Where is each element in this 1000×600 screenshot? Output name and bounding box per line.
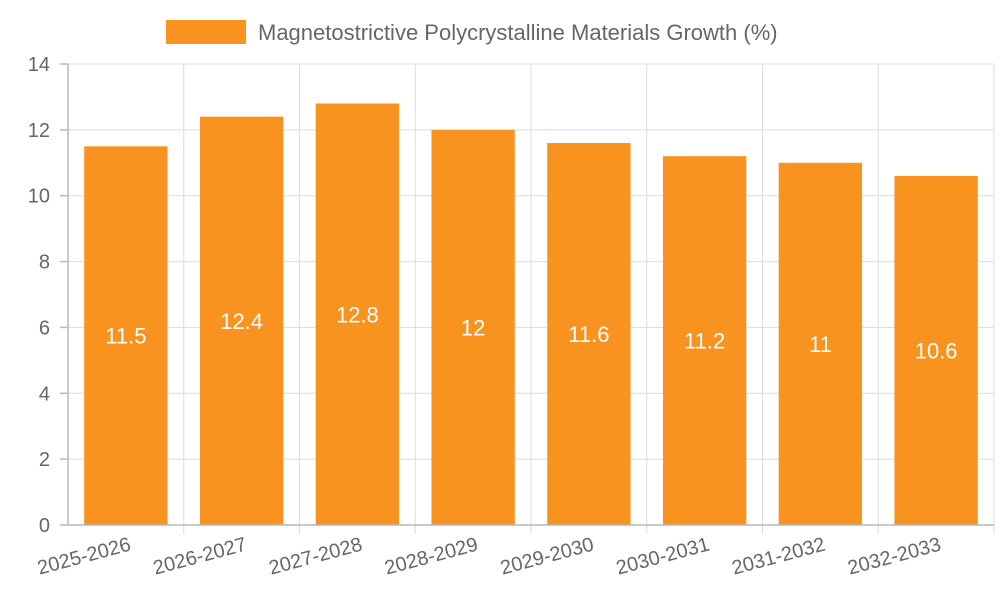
legend-label[interactable]: Magnetostrictive Polycrystalline Materia… (258, 20, 778, 45)
x-tick-label: 2030-2031 (614, 534, 712, 580)
bar-value-label: 10.6 (915, 338, 958, 363)
bar[interactable] (84, 146, 168, 526)
y-tick-label: 14 (28, 54, 50, 76)
bar-value-label: 11 (809, 332, 832, 357)
bar[interactable] (778, 162, 863, 526)
x-tick-label: 2026-2027 (151, 534, 249, 580)
x-tick-label: 2027-2028 (267, 534, 365, 580)
axis-layer (60, 63, 995, 534)
x-tick-label: 2029-2030 (498, 534, 596, 580)
y-tick-label: 12 (28, 120, 50, 142)
bar-value-label: 11.2 (684, 329, 725, 354)
legend-swatch[interactable] (166, 20, 246, 44)
bar-value-label: 12 (461, 315, 485, 340)
bar[interactable] (662, 156, 747, 525)
bar-value-label: 11.6 (568, 322, 609, 347)
bar-value-label: 11.5 (105, 324, 146, 349)
y-tick-label: 8 (39, 252, 50, 274)
bar[interactable] (431, 129, 515, 525)
bar-value-label: 12.8 (336, 302, 379, 327)
y-tick-label: 4 (39, 383, 50, 405)
bar[interactable] (199, 116, 284, 525)
x-tick-label: 2028-2029 (382, 534, 480, 580)
x-tick-label: 2032-2033 (845, 534, 943, 580)
bar-layer (84, 103, 978, 526)
y-tick-label: 10 (28, 186, 50, 208)
legend[interactable]: Magnetostrictive Polycrystalline Materia… (166, 20, 778, 45)
y-tick-label: 6 (39, 317, 50, 339)
bar[interactable] (547, 143, 631, 525)
y-tick-label: 2 (39, 449, 50, 471)
bar[interactable] (315, 103, 400, 525)
y-tick-label: 0 (39, 515, 50, 537)
x-tick-label: 2025-2026 (35, 534, 133, 580)
bar[interactable] (894, 175, 978, 525)
bar-value-label: 12.4 (220, 309, 263, 334)
x-tick-label: 2031-2032 (730, 534, 828, 580)
